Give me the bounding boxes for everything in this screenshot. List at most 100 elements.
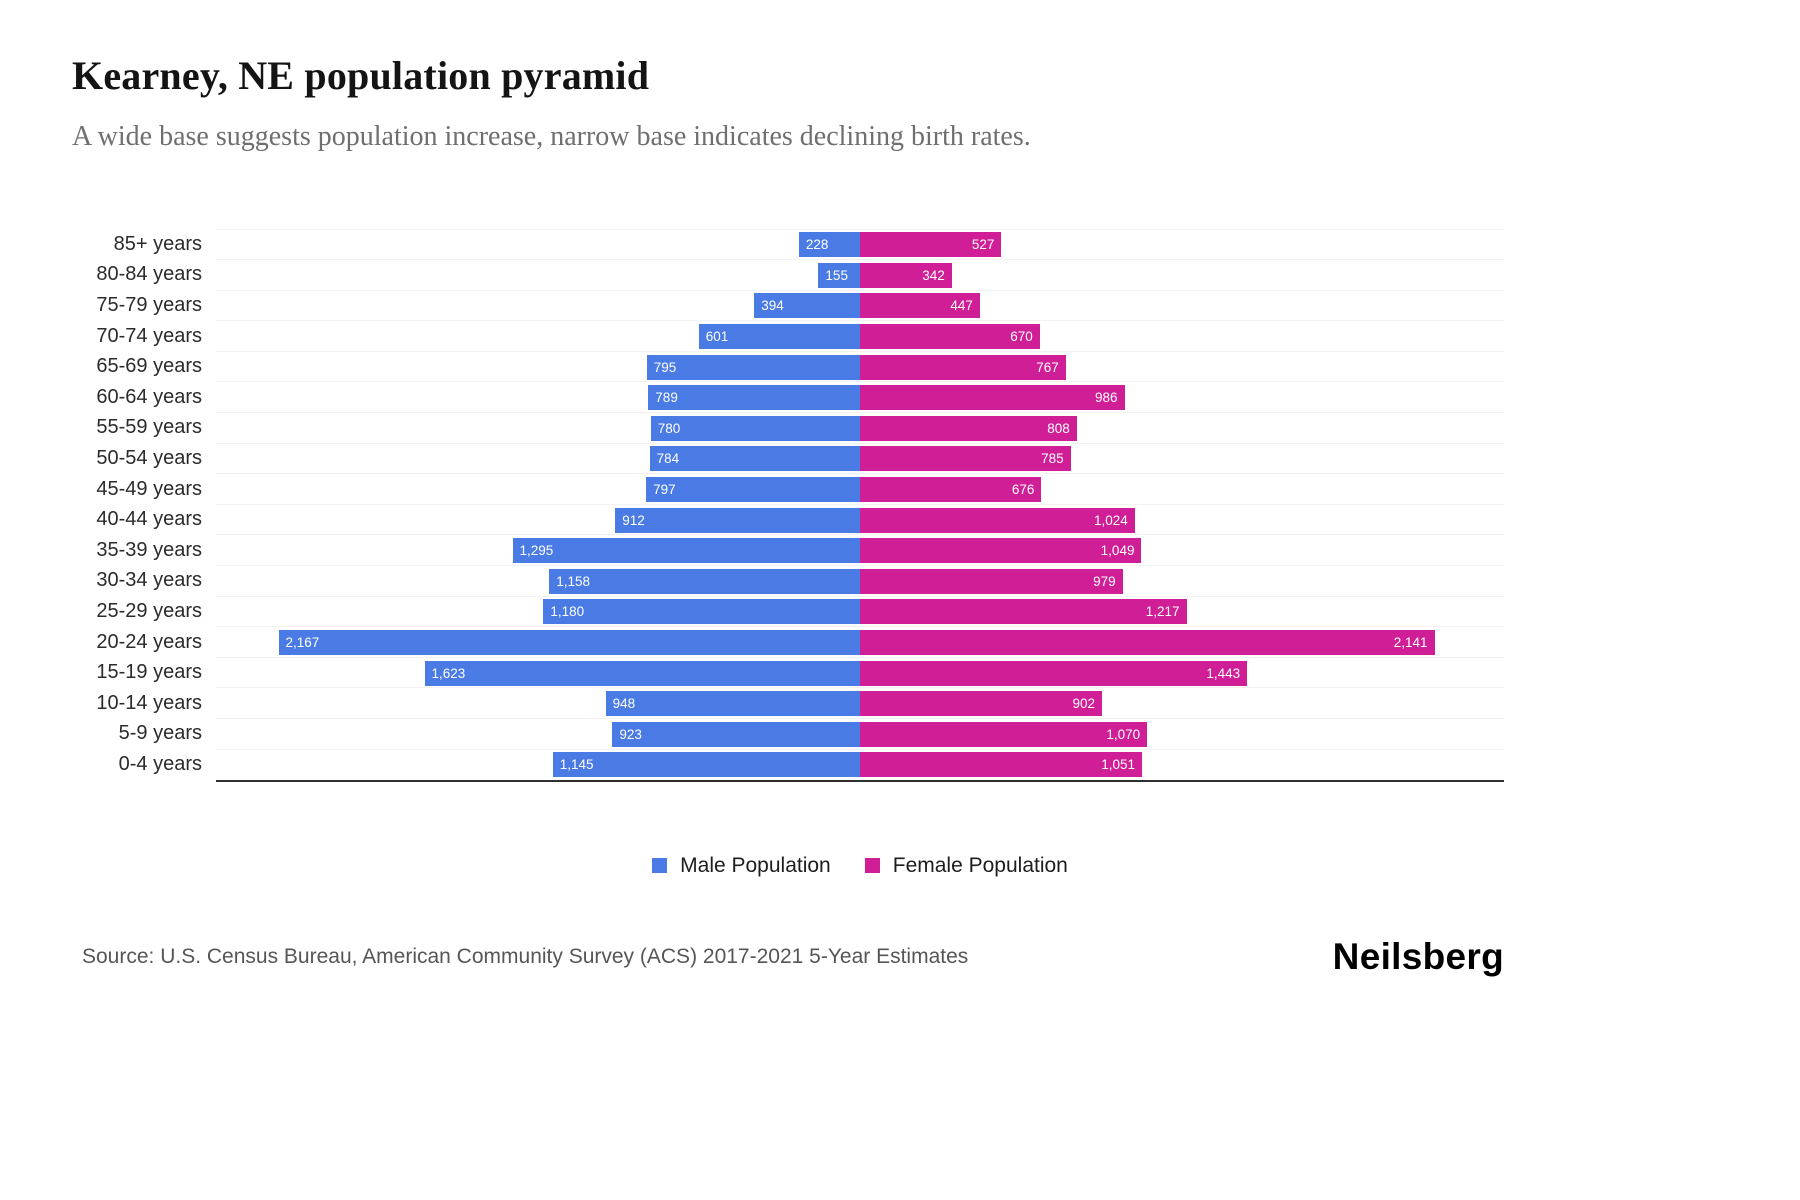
- male-bar: 1,295: [512, 538, 860, 564]
- pyramid-row: 80-84 years 155 342: [72, 259, 1504, 291]
- age-group-label: 45-49 years: [96, 477, 202, 500]
- age-group-label: 0-4 years: [118, 752, 202, 775]
- female-bar: 1,070: [860, 721, 1148, 747]
- male-bar: 923: [612, 721, 860, 747]
- x-axis-line: [216, 779, 1504, 782]
- row-plot-area: 601 670: [216, 320, 1504, 352]
- row-plot-area: 784 785: [216, 442, 1504, 475]
- row-plot-area: 228 527: [216, 228, 1504, 261]
- female-bar: 676: [860, 477, 1042, 503]
- chart-subtitle: A wide base suggests population increase…: [72, 121, 1031, 152]
- male-half: 394: [216, 293, 860, 319]
- pyramid-row: 5-9 years 923 1,070: [72, 718, 1504, 750]
- pyramid-row: 10-14 years 948 902: [72, 687, 1504, 719]
- male-bar: 2,167: [278, 630, 860, 656]
- pyramid-row: 0-4 years 1,145 1,051: [72, 748, 1504, 781]
- row-plot-area: 912 1,024: [216, 503, 1504, 536]
- male-half: 948: [216, 691, 860, 717]
- age-group-label: 20-24 years: [96, 630, 202, 653]
- legend-item-male: Male Population: [652, 854, 831, 878]
- pyramid-row: 50-54 years 784 785: [72, 442, 1504, 475]
- female-value-label: 1,049: [1100, 543, 1135, 559]
- female-half: 1,443: [860, 660, 1504, 686]
- female-value-label: 986: [1095, 390, 1118, 406]
- female-value-label: 1,051: [1101, 757, 1136, 773]
- age-group-label: 5-9 years: [118, 722, 202, 745]
- row-plot-area: 1,295 1,049: [216, 534, 1504, 566]
- female-bar: 1,024: [860, 507, 1135, 533]
- female-half: 1,024: [860, 507, 1504, 533]
- male-half: 1,145: [216, 752, 860, 778]
- female-half: 447: [860, 293, 1504, 319]
- male-value-label: 155: [825, 267, 848, 283]
- pyramid-row: 40-44 years 912 1,024: [72, 503, 1504, 536]
- male-half: 923: [216, 721, 860, 747]
- male-value-label: 797: [653, 482, 676, 498]
- male-value-label: 1,145: [559, 757, 594, 773]
- male-half: 155: [216, 262, 860, 288]
- row-plot-area: 797 676: [216, 473, 1504, 505]
- male-value-label: 789: [655, 390, 678, 406]
- female-half: 1,049: [860, 538, 1504, 564]
- pyramid-row: 20-24 years 2,167 2,141: [72, 626, 1504, 658]
- female-half: 2,141: [860, 630, 1504, 656]
- male-value-label: 601: [705, 329, 729, 345]
- male-bar: 780: [650, 415, 860, 441]
- male-half: 1,158: [216, 568, 860, 594]
- legend: Male Population Female Population: [72, 854, 1504, 878]
- row-plot-area: 155 342: [216, 259, 1504, 291]
- age-group-label: 60-64 years: [96, 385, 202, 408]
- female-bar: 785: [860, 446, 1071, 472]
- female-value-label: 1,070: [1106, 726, 1141, 742]
- population-pyramid-chart: 85+ years 228 527 80-84 years 155 342 75-79 ye…: [72, 228, 1504, 782]
- pyramid-row: 30-34 years 1,158 979: [72, 565, 1504, 597]
- age-group-label: 35-39 years: [96, 538, 202, 561]
- row-plot-area: 1,145 1,051: [216, 748, 1504, 781]
- row-plot-area: 780 808: [216, 412, 1504, 444]
- female-half: 1,217: [860, 599, 1504, 625]
- male-value-label: 923: [619, 726, 642, 742]
- male-half: 228: [216, 232, 860, 258]
- female-value-label: 342: [922, 267, 945, 283]
- female-value-label: 670: [1010, 329, 1033, 345]
- female-value-label: 1,443: [1206, 665, 1241, 681]
- male-value-label: 912: [622, 512, 645, 528]
- male-half: 601: [216, 324, 860, 350]
- male-bar: 784: [649, 446, 860, 472]
- age-group-label: 50-54 years: [96, 446, 202, 469]
- age-group-label: 65-69 years: [96, 355, 202, 378]
- brand-logo: Neilsberg: [1332, 935, 1504, 977]
- male-bar: 155: [818, 262, 860, 288]
- male-value-label: 1,295: [519, 543, 554, 559]
- male-bar: 948: [605, 691, 860, 717]
- female-bar: 767: [860, 354, 1066, 380]
- chart-page: Kearney, NE population pyramid A wide ba…: [72, 53, 1504, 977]
- male-bar: 228: [798, 232, 860, 258]
- female-half: 785: [860, 446, 1504, 472]
- female-half: 1,051: [860, 752, 1504, 778]
- female-half: 902: [860, 691, 1504, 717]
- male-value-label: 795: [653, 359, 677, 375]
- pyramid-row: 25-29 years 1,180 1,217: [72, 595, 1504, 627]
- male-half: 912: [216, 507, 860, 533]
- male-value-label: 228: [805, 237, 829, 253]
- female-value-label: 785: [1041, 451, 1064, 467]
- row-plot-area: 795 767: [216, 350, 1504, 383]
- legend-male-label: Male Population: [680, 853, 831, 877]
- female-value-label: 2,141: [1393, 635, 1428, 651]
- male-bar: 795: [646, 354, 860, 380]
- male-bar: 394: [754, 293, 860, 319]
- female-half: 808: [860, 415, 1504, 441]
- male-half: 1,180: [216, 599, 860, 625]
- age-group-label: 70-74 years: [96, 324, 202, 347]
- pyramid-row: 70-74 years 601 670: [72, 320, 1504, 352]
- age-group-label: 85+ years: [113, 232, 202, 255]
- row-plot-area: 923 1,070: [216, 718, 1504, 750]
- male-half: 784: [216, 446, 860, 472]
- source-note: Source: U.S. Census Bureau, American Com…: [82, 944, 969, 968]
- female-half: 670: [860, 324, 1504, 350]
- row-plot-area: 948 902: [216, 687, 1504, 719]
- age-group-label: 55-59 years: [96, 416, 202, 439]
- male-value-label: 1,623: [431, 665, 466, 681]
- male-bar: 1,180: [543, 599, 860, 625]
